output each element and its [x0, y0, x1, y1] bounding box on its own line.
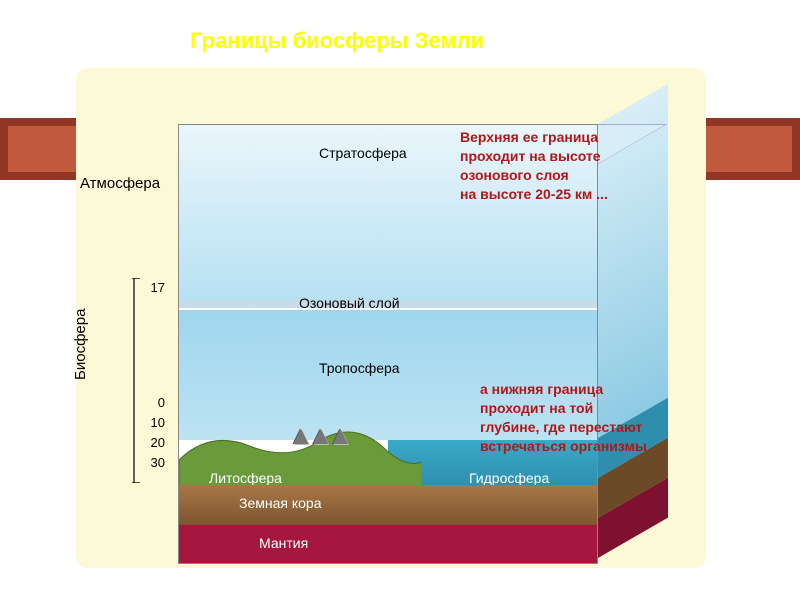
label-mantle: Мантия [259, 535, 308, 551]
label-troposphere: Тропосфера [319, 360, 400, 376]
layer-mantle [179, 525, 597, 564]
biosphere-label: Биосфера [72, 309, 89, 380]
annot-line: а нижняя граница [480, 380, 647, 399]
scale-tick: 10 [125, 415, 165, 430]
annotation-upper: Верхняя ее границапроходит на высотеозон… [460, 128, 608, 204]
label-land: Литосфера [209, 470, 282, 486]
label-ozone: Озоновый слой [299, 295, 400, 311]
annot-line: проходит на высоте [460, 147, 608, 166]
scale-tick: 20 [125, 435, 165, 450]
label-stratosphere: Стратосфера [319, 145, 407, 161]
annot-line: глубине, где перестают [480, 418, 647, 437]
annot-line: на высоте 20-25 км ... [460, 185, 608, 204]
annot-line: проходит на той [480, 399, 647, 418]
scale-tick: 0 [125, 395, 165, 410]
annot-line: Верхняя ее граница [460, 128, 608, 147]
atmosphere-label: Атмосфера [80, 175, 160, 192]
annotation-lower: а нижняя границапроходит на тойглубине, … [480, 380, 647, 456]
label-sea: Гидросфера [469, 470, 549, 486]
annot-line: озонового слоя [460, 166, 608, 185]
scale-tick: 17 [125, 280, 165, 295]
rocks-icon: ▲▲▲ [288, 420, 347, 451]
biosphere-bracket [128, 278, 142, 483]
scale-tick: 30 [125, 455, 165, 470]
page-title: Границы биосферы Земли [190, 28, 484, 54]
label-crust: Земная кора [239, 495, 322, 511]
annot-line: встречаться организмы [480, 437, 647, 456]
